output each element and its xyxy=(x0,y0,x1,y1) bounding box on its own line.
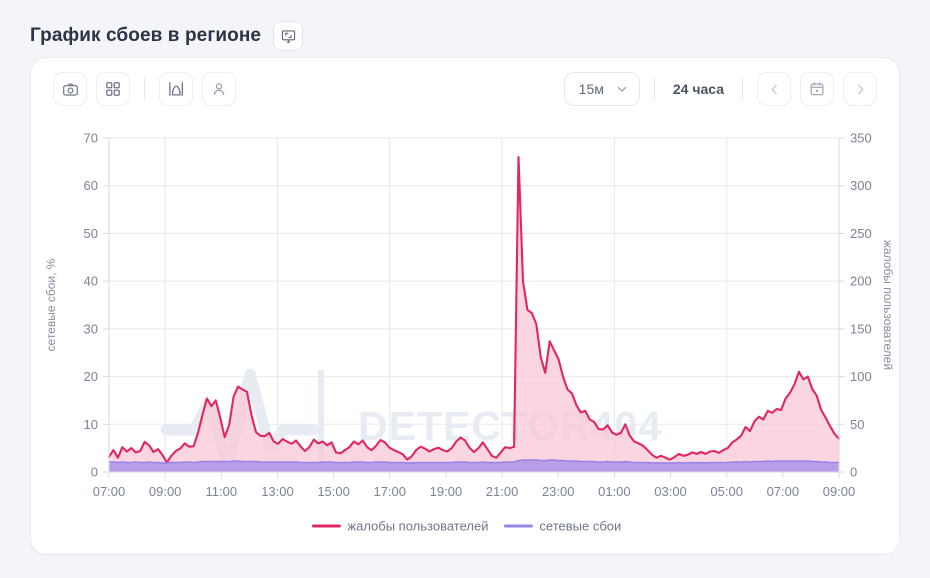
prev-period-button[interactable] xyxy=(757,72,791,106)
y2-tick-label: 300 xyxy=(850,178,872,193)
x-tick-label: 07:00 xyxy=(767,484,800,499)
y2-tick-label: 150 xyxy=(850,321,872,336)
x-tick-label: 09:00 xyxy=(823,484,856,499)
y2-tick-label: 100 xyxy=(850,369,872,384)
chevron-left-icon xyxy=(771,84,777,94)
outages-chart[interactable]: DETECTOR404 0102030405060700501001502002… xyxy=(31,120,901,556)
x-tick-label: 09:00 xyxy=(149,484,182,499)
calendar-button[interactable] xyxy=(800,72,834,106)
grid-layer xyxy=(109,137,840,473)
y2-tick-label: 250 xyxy=(850,226,872,241)
y-tick-label: 70 xyxy=(84,131,98,146)
user-icon xyxy=(213,83,225,96)
y-tick-label: 10 xyxy=(84,417,98,432)
y-tick-label: 0 xyxy=(91,465,98,480)
y2-axis-title: жалобы пользователей xyxy=(881,240,895,370)
y-tick-label: 50 xyxy=(84,226,98,241)
grid-view-button[interactable] xyxy=(96,72,130,106)
area-chart-icon xyxy=(169,82,183,96)
page-header: График сбоев в регионе xyxy=(0,0,930,54)
toolbar-divider-3 xyxy=(742,78,743,100)
series-layer xyxy=(107,156,841,472)
camera-icon xyxy=(62,83,78,96)
screenshot-button[interactable] xyxy=(53,72,87,106)
range-label: 24 часа xyxy=(672,81,724,97)
legend-label-1[interactable]: сетевые сбои xyxy=(539,519,621,534)
y2-tick-label: 200 xyxy=(850,274,872,289)
legend-label-0[interactable]: жалобы пользователей xyxy=(347,519,488,534)
y-tick-label: 40 xyxy=(84,274,98,289)
toolbar-left-group xyxy=(53,72,236,106)
x-tick-label: 03:00 xyxy=(654,484,687,499)
chart-type-button[interactable] xyxy=(159,72,193,106)
toolbar-right-group: 15м 24 часа xyxy=(563,72,877,106)
y-axis-title: сетевые сбои, % xyxy=(44,258,58,351)
x-tick-label: 07:00 xyxy=(93,484,126,499)
x-tick-label: 19:00 xyxy=(430,484,463,499)
chart-plot-area[interactable]: DETECTOR404 0 10 20 30 40 50 60 70 0 50 100 150 200 2… xyxy=(31,120,901,556)
page-title: График сбоев в регионе xyxy=(30,25,262,46)
monitor-icon xyxy=(281,29,295,43)
y-tick-label: 20 xyxy=(84,369,98,384)
x-tick-label: 21:00 xyxy=(486,484,519,499)
interval-select-value: 15м xyxy=(578,81,604,97)
y-tick-label: 30 xyxy=(84,321,98,336)
outages-line xyxy=(108,459,840,464)
axis-layer: 0 10 20 30 40 50 60 70 0 50 100 150 200 250 300 350 07:0… xyxy=(44,131,895,500)
x-tick-label: 15:00 xyxy=(317,484,350,499)
chart-toolbar: 15м 24 часа xyxy=(31,58,899,120)
grid-icon xyxy=(106,82,120,96)
y2-tick-label: 50 xyxy=(850,417,864,432)
y2-tick-label: 350 xyxy=(850,131,872,146)
calendar-icon xyxy=(810,82,824,96)
toolbar-divider xyxy=(144,78,145,100)
chart-card: 15м 24 часа xyxy=(30,57,900,555)
x-tick-label: 23:00 xyxy=(542,484,575,499)
x-tick-label: 13:00 xyxy=(261,484,294,499)
interval-select[interactable]: 15м xyxy=(563,72,640,106)
y2-tick-label: 0 xyxy=(850,465,857,480)
y-tick-label: 60 xyxy=(84,178,98,193)
user-filter-button[interactable] xyxy=(202,72,236,106)
x-tick-label: 17:00 xyxy=(373,484,406,499)
x-tick-label: 11:00 xyxy=(206,484,238,499)
toolbar-divider-2 xyxy=(653,78,655,100)
next-period-button[interactable] xyxy=(843,72,877,106)
x-tick-label: 01:00 xyxy=(598,484,631,499)
x-tick-label: 05:00 xyxy=(710,484,743,499)
chevron-down-icon xyxy=(617,86,627,92)
complaints-area xyxy=(109,157,839,472)
display-toggle-button[interactable] xyxy=(273,21,304,51)
complaints-line xyxy=(107,156,841,464)
chart-legend[interactable]: жалобы пользователей сетевые сбои xyxy=(311,519,621,534)
chevron-right-icon xyxy=(857,84,863,94)
